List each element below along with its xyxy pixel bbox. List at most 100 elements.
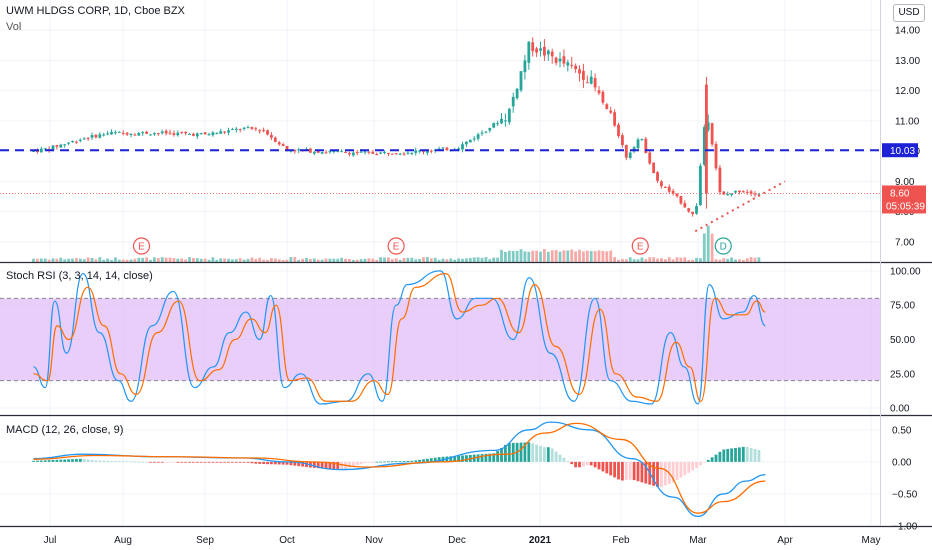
macd-histogram-bar xyxy=(227,461,230,463)
macd-histogram-bar xyxy=(679,461,683,478)
macd-histogram-bar xyxy=(738,447,741,462)
candle-body xyxy=(695,206,698,214)
candle-body xyxy=(582,70,585,80)
candle-body xyxy=(242,127,246,129)
volume-bar xyxy=(741,259,745,262)
macd-histogram-bar xyxy=(59,459,63,462)
candle-body xyxy=(410,153,414,155)
macd-histogram-bar xyxy=(289,461,293,466)
signal-line xyxy=(33,422,766,514)
candle-body xyxy=(640,138,644,140)
macd-histogram-bar xyxy=(523,442,527,462)
candle-body xyxy=(753,193,757,195)
macd-histogram-bar xyxy=(414,460,418,462)
volume-bar xyxy=(531,250,535,262)
candle-body xyxy=(324,152,328,154)
macd-histogram-bar xyxy=(199,461,203,463)
volume-bar xyxy=(82,259,86,262)
macd-histogram-bar xyxy=(375,461,379,463)
volume-bar xyxy=(36,258,39,262)
macd-histogram-bar xyxy=(492,453,496,462)
x-tick-label: Aug xyxy=(114,535,132,546)
macd-histogram-bar xyxy=(63,459,67,462)
candle-body xyxy=(574,65,578,70)
candle-body xyxy=(285,145,289,150)
currency-button[interactable]: USD xyxy=(893,4,925,22)
candle-body xyxy=(500,118,503,124)
macd-histogram-bar xyxy=(574,461,578,468)
candle-body xyxy=(613,112,617,126)
volume-bar xyxy=(597,250,601,262)
candle-body xyxy=(250,127,254,129)
macd-histogram-bar xyxy=(297,461,301,467)
candle-body xyxy=(660,181,663,187)
candle-body xyxy=(472,138,476,140)
volume-bar xyxy=(636,259,640,262)
candle-body xyxy=(418,150,422,152)
rsi-tick-label: 100.00 xyxy=(890,266,921,277)
volume-bar xyxy=(484,257,488,262)
macd-histogram-bar xyxy=(238,461,242,463)
macd-histogram-bar xyxy=(145,461,149,463)
candle-body xyxy=(426,151,429,153)
volume-bar xyxy=(110,259,113,262)
volume-bar xyxy=(90,258,94,262)
rsi-band-fill xyxy=(0,298,880,381)
candle-body xyxy=(691,211,695,215)
volume-bar xyxy=(133,258,137,262)
volume-bar xyxy=(582,251,585,262)
macd-histogram-bar xyxy=(43,460,47,462)
volume-bar xyxy=(129,259,133,262)
price-tick-label: 9.00 xyxy=(895,177,915,188)
macd-histogram-bar xyxy=(246,461,250,463)
macd-histogram-bar xyxy=(550,448,554,462)
candle-body xyxy=(687,208,691,212)
volume-bar xyxy=(722,258,726,262)
candle-body xyxy=(351,152,355,156)
candle-body xyxy=(706,122,710,131)
volume-bar xyxy=(121,259,125,262)
candle-body xyxy=(153,133,156,135)
macd-histogram-bar xyxy=(258,461,262,464)
rsi-tick-label: 0.00 xyxy=(890,404,910,415)
volume-bar xyxy=(656,258,659,262)
macd-histogram-bar xyxy=(78,458,82,462)
earnings-marker xyxy=(132,237,151,255)
candle-body xyxy=(43,148,47,150)
volume-bar xyxy=(437,259,441,262)
volume-bar xyxy=(683,257,687,262)
volume-bar xyxy=(102,259,106,262)
volume-bar xyxy=(215,259,219,262)
candle-body xyxy=(172,133,176,135)
macd-histogram-bar xyxy=(640,461,644,483)
macd-histogram-bar xyxy=(691,461,695,471)
candle-body xyxy=(531,42,535,52)
macd-histogram-bar xyxy=(504,444,507,462)
volume-bar xyxy=(39,258,43,262)
candle-body xyxy=(219,131,223,134)
candle-body xyxy=(714,143,718,169)
candle-body xyxy=(429,150,433,152)
volume-bar xyxy=(562,250,566,262)
macd-histogram-bar xyxy=(188,461,191,463)
candle-body xyxy=(258,130,262,132)
volume-bar xyxy=(609,250,613,262)
volume-bar xyxy=(363,258,367,262)
candle-body xyxy=(535,48,539,53)
volume-bar xyxy=(617,259,620,262)
candle-body xyxy=(98,134,102,138)
price-tick-label: 12.00 xyxy=(895,86,920,97)
volume-bar xyxy=(254,258,258,262)
volume-bar xyxy=(32,258,35,262)
candle-body xyxy=(585,82,589,84)
candle-body xyxy=(36,150,39,152)
candle-body xyxy=(297,149,301,151)
volume-bar xyxy=(117,259,121,262)
candle-body xyxy=(476,134,480,139)
candle-body xyxy=(266,130,269,135)
candle-body xyxy=(234,128,238,130)
candle-body xyxy=(422,150,425,152)
macd-histogram-bar xyxy=(617,461,620,480)
